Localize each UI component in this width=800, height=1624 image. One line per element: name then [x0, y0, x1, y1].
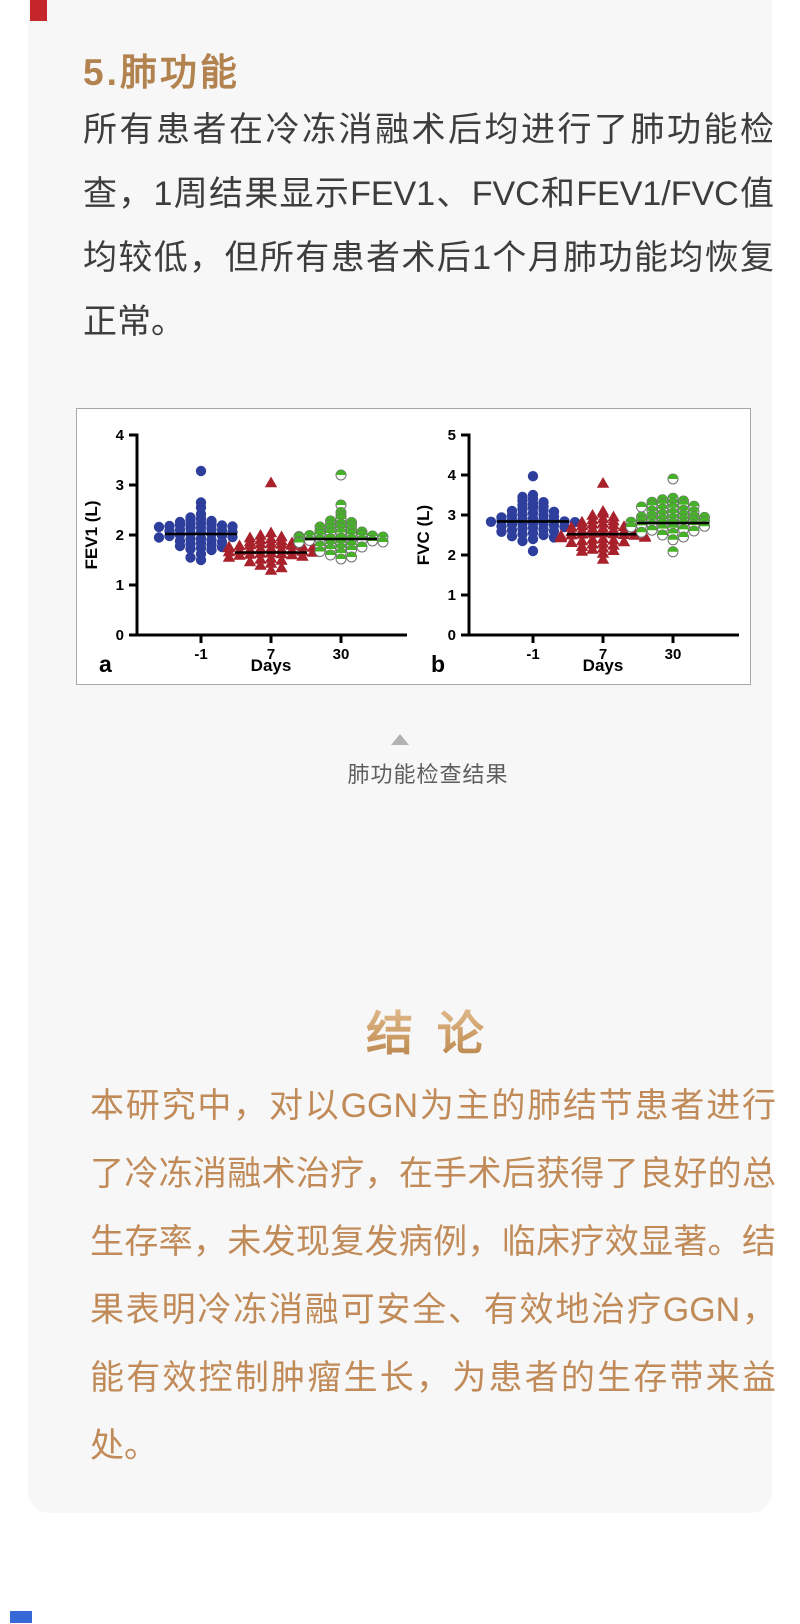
svg-text:Days: Days [251, 656, 292, 675]
lung-function-paragraph: 所有患者在冷冻消融术后均进行了肺功能检查，1周结果显示FEV1、FVC和FEV1… [83, 111, 774, 341]
svg-text:-1: -1 [526, 646, 539, 663]
chart-fev1: 0 1 2 3 4 -1 7 30 FEV1 (L) Days a [81, 415, 413, 677]
fev1-scatter-plot: 0 1 2 3 4 -1 7 30 FEV1 (L) Days a [82, 427, 407, 677]
svg-text:1: 1 [448, 587, 456, 604]
top-left-red-mark [30, 0, 47, 21]
svg-text:30: 30 [665, 646, 682, 663]
bottom-left-blue-mark [10, 1611, 32, 1623]
svg-text:a: a [99, 651, 112, 677]
svg-text:b: b [431, 651, 445, 677]
chart-fvc: 0 1 2 3 4 5 -1 7 30 FVC (L) Days b [413, 415, 745, 677]
triangle-up-icon [391, 734, 409, 745]
svg-text:Days: Days [583, 656, 624, 675]
svg-text:3: 3 [116, 477, 124, 494]
content-card: 5.肺功能 所有患者在冷冻消融术后均进行了肺功能检查，1周结果显示FEV1、FV… [28, 0, 776, 1513]
svg-text:2: 2 [448, 547, 456, 564]
svg-text:-1: -1 [194, 646, 207, 663]
svg-text:7: 7 [599, 646, 607, 663]
section-heading: 5.肺功能 [83, 52, 240, 93]
svg-text:2: 2 [116, 527, 124, 544]
conclusion-title: 结 论 [28, 995, 800, 1064]
conclusion-paragraph: 本研究中，对以GGN为主的肺结节患者进行了冷冻消融术治疗，在手术后获得了良好的总… [90, 1087, 776, 1465]
svg-text:4: 4 [116, 427, 125, 444]
svg-text:3: 3 [448, 507, 456, 524]
svg-text:5: 5 [448, 427, 456, 444]
svg-text:0: 0 [448, 627, 456, 644]
svg-text:0: 0 [116, 627, 124, 644]
svg-text:1: 1 [116, 577, 124, 594]
svg-text:FEV1 (L): FEV1 (L) [82, 501, 101, 570]
svg-text:30: 30 [333, 646, 350, 663]
fvc-scatter-plot: 0 1 2 3 4 5 -1 7 30 FVC (L) Days b [414, 427, 739, 677]
figure-caption: 肺功能检查结果 [347, 762, 509, 787]
svg-text:4: 4 [448, 467, 457, 484]
svg-text:FVC (L): FVC (L) [414, 505, 433, 565]
figure-panel[interactable]: 0 1 2 3 4 -1 7 30 FEV1 (L) Days a 0 1 2 3 4 5 -1 7 30 FVC (… [76, 408, 751, 685]
svg-text:7: 7 [267, 646, 275, 663]
